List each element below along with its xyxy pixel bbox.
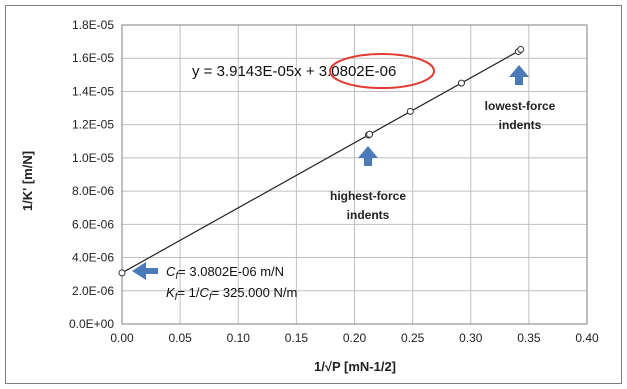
y-tick-label: 0.0E+00 bbox=[69, 317, 114, 331]
y-tick-label: 1.8E-05 bbox=[72, 18, 114, 32]
kf-equals: = 1/ bbox=[177, 285, 199, 300]
plot-area-border bbox=[121, 24, 588, 325]
highest-force-label-line2: indents bbox=[347, 208, 390, 222]
lowest-force-arrow-icon bbox=[509, 65, 529, 85]
y-axis-label: 1/K' [m/N] bbox=[20, 151, 35, 211]
x-tick-label: 0.15 bbox=[285, 331, 309, 345]
y-tick-label: 2.0E-06 bbox=[72, 284, 114, 298]
cf-subscript: f bbox=[175, 271, 179, 282]
trendline-layer bbox=[121, 49, 522, 274]
cf-symbol: C bbox=[166, 264, 176, 279]
trendline-equation: y = 3.9143E-05x + 3.0802E-06 bbox=[192, 63, 396, 80]
x-tick-label: 0.35 bbox=[517, 331, 541, 345]
y-tick-label: 1.6E-05 bbox=[72, 51, 114, 65]
x-tick-label: 0.30 bbox=[459, 331, 483, 345]
lowest-force-label-line1: lowest-force bbox=[485, 99, 556, 113]
equation-intercept: 3.0802E-06 bbox=[319, 63, 397, 80]
data-point bbox=[517, 45, 525, 53]
x-tick-label: 0.10 bbox=[227, 331, 251, 345]
linear-fit-line bbox=[121, 49, 522, 274]
highest-force-label-line1: highest-force bbox=[330, 189, 406, 203]
x-tick-label: 0.25 bbox=[401, 331, 425, 345]
data-point bbox=[118, 269, 126, 277]
x-tick-label: 0.40 bbox=[575, 331, 599, 345]
x-tick-label: 0.20 bbox=[343, 331, 367, 345]
y-tick-label: 1.2E-05 bbox=[72, 118, 114, 132]
stiffness-annotation: Kf= 1/Cf= 325.000 N/m bbox=[166, 285, 297, 303]
data-point bbox=[406, 107, 414, 115]
equation-prefix: y = 3.9143E-05x + bbox=[192, 63, 319, 80]
data-point bbox=[366, 130, 374, 138]
x-tick-label: 0.05 bbox=[168, 331, 192, 345]
y-tick-label: 1.0E-05 bbox=[72, 151, 114, 165]
data-points bbox=[118, 45, 525, 277]
y-tick-label: 6.0E-06 bbox=[72, 217, 114, 231]
kf-cf-symbol: C bbox=[200, 285, 210, 300]
lowest-force-label-line2: indents bbox=[499, 118, 542, 132]
y-tick-label: 8.0E-06 bbox=[72, 184, 114, 198]
kf-subscript: f bbox=[175, 292, 179, 303]
kf-value: = 325.000 N/m bbox=[212, 285, 298, 300]
kf-cf-subscript: f bbox=[209, 292, 213, 303]
compliance-annotation: Cf= 3.0802E-06 m/N bbox=[166, 264, 284, 282]
cf-value: = 3.0802E-06 m/N bbox=[178, 264, 284, 279]
intercept-highlight-ellipse bbox=[329, 53, 435, 89]
y-tick-label: 1.4E-05 bbox=[72, 84, 114, 98]
highest-force-arrow-icon bbox=[358, 146, 378, 166]
x-axis-label: 1/√P [mN-1/2] bbox=[314, 359, 396, 374]
kf-symbol: K bbox=[166, 285, 176, 300]
intercept-arrow-icon bbox=[132, 262, 158, 280]
data-point bbox=[457, 79, 465, 87]
tick-labels: 0.00 0.05 0.10 0.15 0.20 0.25 0.30 0.35 0.40 0.0E… bbox=[69, 18, 599, 345]
x-tick-label: 0.00 bbox=[110, 331, 134, 345]
y-tick-label: 4.0E-06 bbox=[72, 251, 114, 265]
